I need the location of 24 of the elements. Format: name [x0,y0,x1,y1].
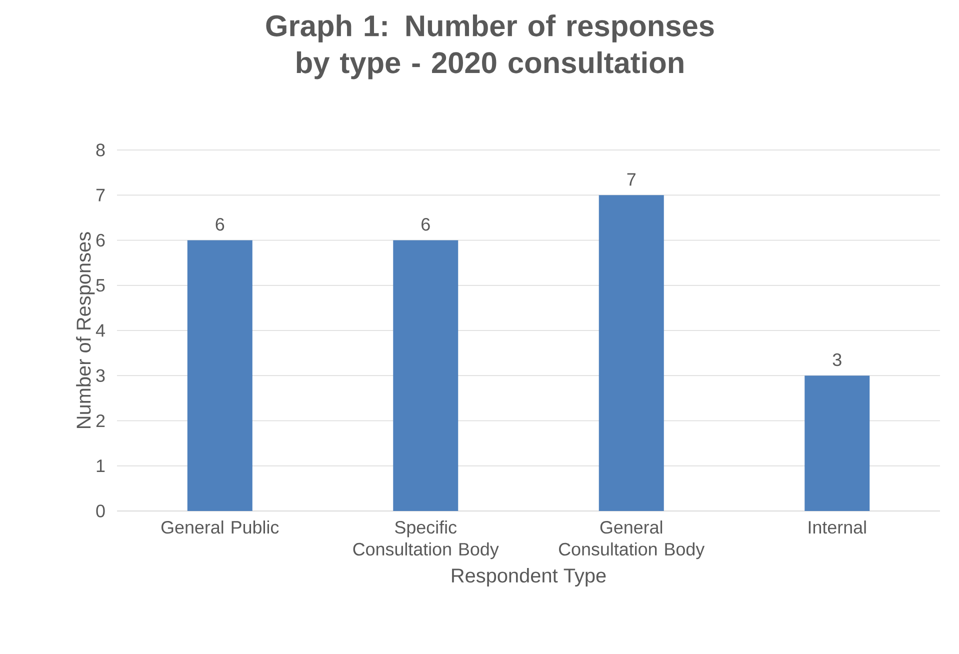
y-tick-label: 7 [96,188,105,202]
data-label: 3 [832,353,842,366]
x-tick-label: Internal [808,520,866,534]
y-axis-title: Number of Responses [76,232,95,428]
bar [598,195,664,511]
y-tick-label: 1 [96,460,105,472]
y-tick-label: 6 [96,234,105,247]
y-tick-label: 2 [96,414,105,427]
x-tick-label: General Consultation Body [559,520,705,560]
y-tick-label: 8 [96,144,105,156]
x-axis-title: Respondent Type [452,568,606,587]
y-tick-label: 5 [96,279,105,292]
y-tick-label: 4 [96,324,105,337]
y-tick-label: 0 [96,504,105,518]
bar [393,240,458,511]
chart-title: Graph 1: Number of responses by type - 2020 consultation [266,14,714,80]
bar [187,240,252,511]
data-label: 6 [216,218,224,231]
bar [804,376,870,511]
x-tick-label: General Public [161,520,279,534]
y-tick-label: 3 [96,369,105,382]
data-label: 7 [627,173,636,186]
data-label: 6 [422,218,430,231]
x-tick-label: Specific Consultation Body [353,520,499,560]
